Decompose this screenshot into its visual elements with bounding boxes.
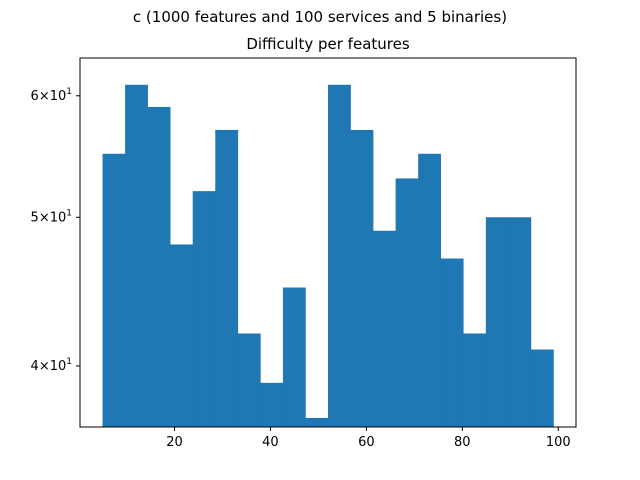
histogram-bar xyxy=(102,153,126,428)
histogram-bar xyxy=(282,287,306,427)
figure-title: c (1000 features and 100 services and 5 … xyxy=(132,8,508,26)
histogram-bar xyxy=(373,230,396,427)
x-tick-label: 80 xyxy=(454,435,471,450)
histogram-bar xyxy=(147,106,171,427)
histogram-bar xyxy=(418,153,442,428)
y-tick-label: 6×101 xyxy=(31,87,72,104)
y-tick-label: 5×101 xyxy=(31,208,72,225)
histogram-bar xyxy=(463,333,487,427)
x-tick-label: 20 xyxy=(166,435,183,450)
histogram-bar xyxy=(215,129,239,427)
x-tick-label: 40 xyxy=(262,435,279,450)
histogram-bar xyxy=(328,84,351,427)
chart-title: Difficulty per features xyxy=(246,35,410,53)
histogram-bar xyxy=(125,84,148,427)
plot-frame xyxy=(79,57,577,428)
x-tick-label: 60 xyxy=(358,435,375,450)
histogram-bar xyxy=(395,178,419,427)
y-axis: 4×101 5×101 6×101 xyxy=(31,87,80,374)
histogram-bar xyxy=(440,258,464,427)
histogram-bar xyxy=(260,382,284,427)
histogram-bar xyxy=(508,217,532,427)
histogram-bar xyxy=(192,191,216,427)
histogram-bar xyxy=(530,349,554,427)
x-tick-label: 100 xyxy=(546,435,571,450)
y-tick-label: 4×101 xyxy=(31,357,72,374)
histogram-bar xyxy=(237,333,261,427)
histogram-bars xyxy=(102,84,554,428)
histogram-bar xyxy=(485,217,509,427)
histogram-bar xyxy=(170,244,194,427)
x-axis: 20 40 60 80 100 xyxy=(166,427,571,450)
histogram-bar xyxy=(305,417,329,427)
histogram-bar xyxy=(350,129,374,427)
